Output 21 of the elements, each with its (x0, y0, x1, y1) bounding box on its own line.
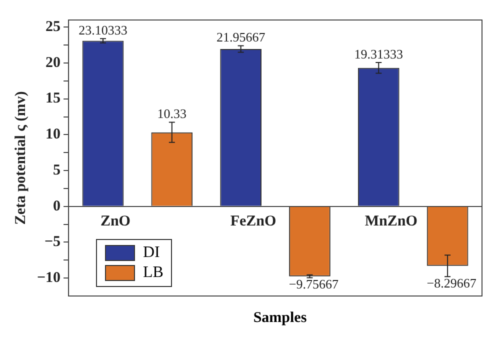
y-tick-label: −5 (44, 234, 61, 250)
y-tick-label: 15 (46, 90, 61, 107)
y-tick-label: −10 (36, 270, 61, 286)
y-axis-title: Zeta potential ς (mv) (12, 91, 29, 225)
data-label: 21.95667 (216, 30, 266, 45)
y-tick-label: 0 (53, 198, 61, 214)
y-tick-label: 20 (46, 54, 61, 71)
y-tick-label: 10 (46, 126, 61, 143)
x-tick-label: MnZnO (364, 213, 418, 230)
data-label: 23.10333 (78, 22, 128, 38)
x-tick-label: FeZnO (230, 213, 276, 230)
x-axis-title: Samples (252, 310, 308, 327)
y-tick-label: 25 (46, 19, 61, 36)
data-label: 19.31333 (354, 46, 404, 62)
data-label: −8.29667 (426, 276, 477, 291)
data-label: 10.33 (157, 106, 187, 122)
y-tick-label: 5 (53, 162, 61, 178)
x-tick-label: ZnO (100, 213, 130, 230)
data-label: −9.75667 (288, 276, 340, 292)
legend-label: DI (143, 243, 160, 263)
legend-label: LB (143, 263, 164, 283)
